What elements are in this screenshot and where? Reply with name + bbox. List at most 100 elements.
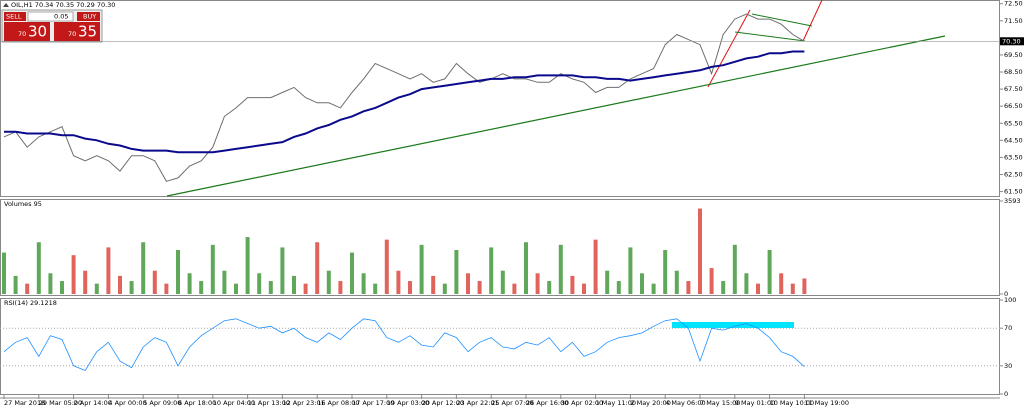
x-tick-label: 2 May 20:00 — [630, 399, 670, 407]
x-tick-label: 4 Apr 00:00 — [108, 399, 146, 407]
volume-bar — [431, 275, 436, 294]
x-tick-label: 29 Mar 05:00 — [39, 399, 82, 407]
x-tick-label: 9 May 01:00 — [735, 399, 775, 407]
channel-line — [734, 31, 806, 42]
volume-bar — [466, 273, 470, 294]
volume-bar — [651, 283, 656, 294]
volume-bar — [663, 249, 668, 294]
volume-bar — [83, 270, 88, 294]
x-tick-label: 17 Apr 17:00 — [352, 399, 394, 407]
price-tag-label: 70.30 — [1002, 37, 1021, 45]
volume-bar — [686, 281, 691, 294]
volume-bar — [60, 281, 64, 294]
volume-bar — [640, 273, 644, 294]
x-tick-label: 6 Apr 18:00 — [178, 399, 216, 407]
rsi-line — [3, 318, 805, 371]
volume-bar — [396, 270, 401, 294]
volume-bar — [558, 244, 563, 294]
y-tick-label: 3593 — [1004, 197, 1021, 205]
volume-bar — [152, 270, 157, 294]
y-tick-label: 63.50 — [1004, 153, 1023, 161]
volume-bar — [141, 242, 146, 294]
volume-bar — [48, 273, 53, 294]
volume-bar — [593, 239, 598, 294]
rsi-title: RSI(14) 29.1218 — [4, 299, 57, 307]
volume-bar — [71, 255, 76, 294]
volume-bar — [570, 275, 575, 294]
volume-bar — [350, 252, 354, 294]
volume-bar — [384, 239, 389, 294]
volume-bar — [802, 278, 807, 294]
y-tick-label: 66.50 — [1004, 102, 1023, 110]
y-tick-label: 68.50 — [1004, 68, 1023, 76]
volume-bar — [338, 281, 343, 294]
y-tick-label: 72.50 — [1004, 0, 1023, 8]
volume-bar — [257, 273, 262, 294]
volume-bar — [292, 275, 296, 294]
volume-bar — [524, 242, 528, 294]
volume-bar — [210, 244, 215, 294]
trendline — [802, 0, 823, 42]
buy-label: BUY — [83, 13, 96, 21]
y-tick-label: 69.50 — [1004, 51, 1023, 59]
volume-bar — [129, 281, 134, 294]
volume-bar — [187, 273, 192, 294]
y-tick-label: 61.50 — [1004, 188, 1023, 196]
volume-bar — [222, 270, 227, 294]
volume-bar — [176, 249, 180, 294]
x-tick-label: 25 Apr 07:00 — [491, 399, 533, 407]
volume-bar — [164, 283, 169, 294]
y-tick-label: 65.50 — [1004, 119, 1023, 127]
volume-bar — [790, 283, 795, 294]
x-tick-label: 19 Apr 03:00 — [387, 399, 429, 407]
symbol-header: OIL,H1 70.34 70.35 70.29 70.30 — [11, 1, 115, 9]
volume-bar — [698, 208, 702, 294]
x-tick-label: 10 Apr 04:00 — [213, 399, 255, 407]
volume-pane — [0, 199, 1000, 296]
buy-price-box[interactable] — [54, 22, 100, 41]
volume-bar — [13, 275, 18, 294]
x-tick-label: 12 Apr 23:01 — [282, 399, 324, 407]
lot-value: 0.05 — [54, 13, 68, 21]
volume-bar — [535, 273, 540, 294]
volume-bar — [361, 273, 366, 294]
moving-average — [4, 50, 805, 154]
volume-bar — [234, 283, 238, 294]
rsi-pane — [0, 298, 1000, 395]
sell-price-box[interactable] — [4, 22, 50, 41]
volume-bar — [419, 244, 424, 294]
trendline — [707, 9, 751, 88]
x-tick-label: 20 Apr 12:00 — [422, 399, 464, 407]
x-tick-label: 27 Mar 2018 — [4, 399, 45, 407]
volume-bar — [36, 242, 41, 294]
y-tick-label: 71.50 — [1004, 17, 1023, 25]
volume-bar — [118, 275, 122, 294]
y-tick-label: 0 — [1004, 390, 1008, 398]
sell-label: SELL — [6, 13, 22, 21]
lot-field[interactable] — [27, 11, 74, 22]
volume-bar — [25, 283, 30, 294]
volume-bar — [315, 242, 320, 294]
channel-line — [751, 13, 813, 27]
volume-bar — [756, 283, 760, 294]
x-tick-label: 30 Apr 02:00 — [561, 399, 603, 407]
sell-button[interactable] — [4, 12, 26, 21]
y-tick-label: 64.50 — [1004, 136, 1023, 144]
volume-bar — [454, 249, 459, 294]
x-tick-label: 2 Apr 14:00 — [74, 399, 112, 407]
icon — [3, 3, 9, 7]
volume-bar — [616, 281, 621, 294]
volume-bar — [94, 283, 99, 294]
buy-button[interactable] — [77, 12, 100, 21]
price-pane — [0, 0, 1000, 197]
volume-bar — [721, 281, 726, 294]
volume-bar — [674, 270, 679, 294]
volume-bar — [303, 283, 308, 294]
volume-title: Volumes 95 — [4, 200, 42, 208]
volume-bar — [582, 283, 586, 294]
sell-price-small: 30 — [28, 23, 47, 41]
volume-bar — [628, 247, 633, 294]
trendline — [166, 35, 946, 197]
y-tick-label: 30 — [1004, 362, 1012, 370]
